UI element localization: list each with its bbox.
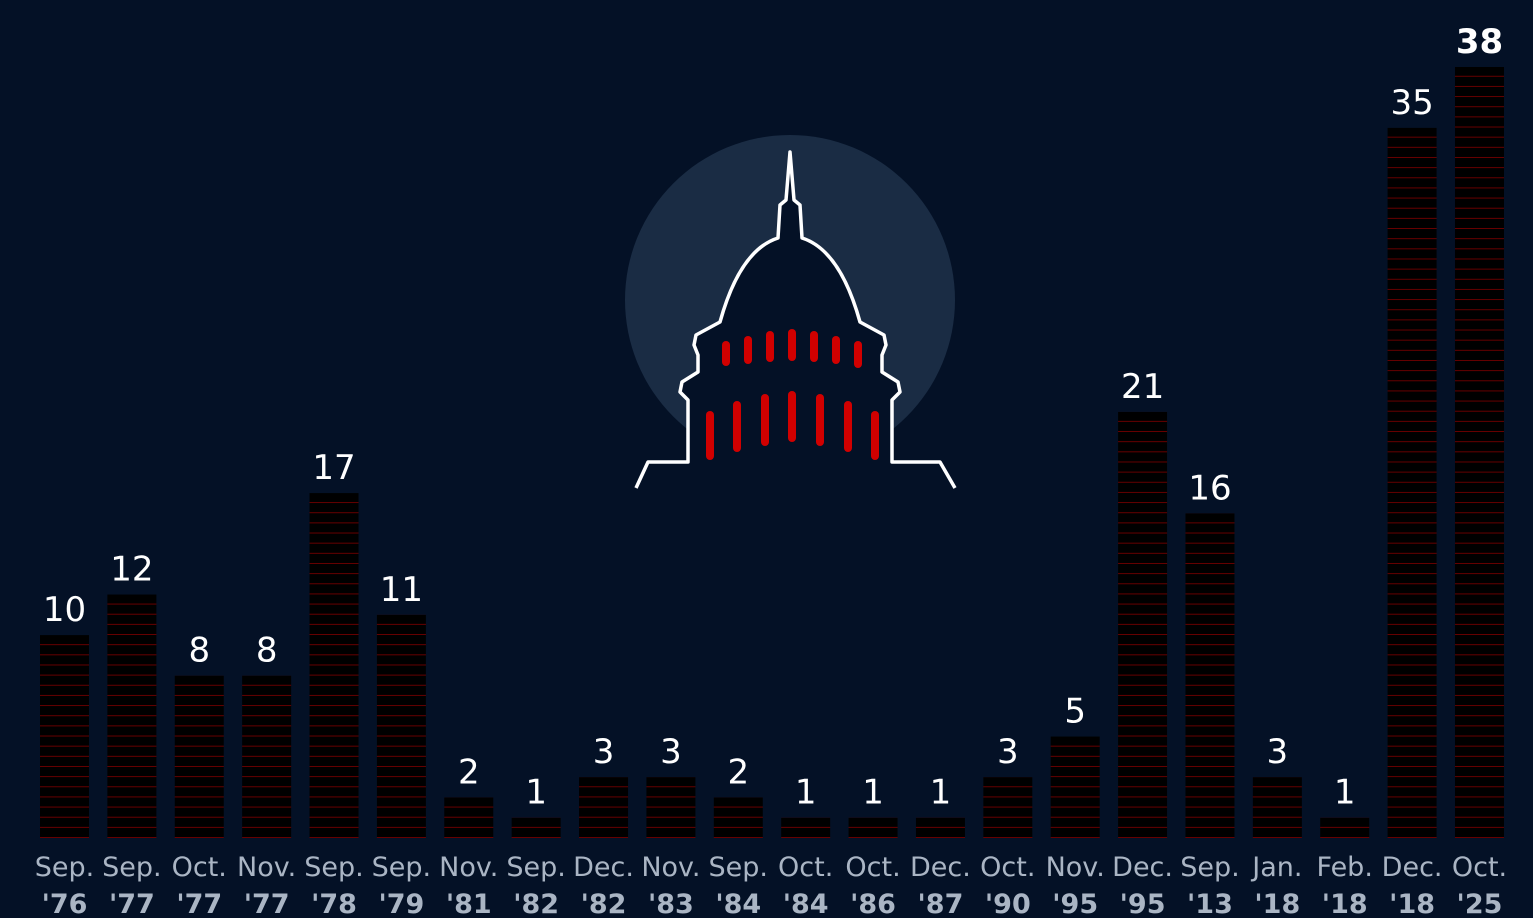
x-tick-label: '77 bbox=[244, 889, 290, 918]
x-tick-label: '13 bbox=[1187, 889, 1233, 918]
x-tick-label: Sep. bbox=[35, 852, 94, 883]
x-tick-label: '76 bbox=[42, 889, 88, 918]
x-tick-label: Nov. bbox=[1046, 852, 1105, 883]
value-label: 35 bbox=[1390, 83, 1433, 123]
value-label: 1 bbox=[862, 773, 884, 813]
value-label: 2 bbox=[727, 752, 749, 792]
bar bbox=[377, 615, 426, 838]
value-label: 16 bbox=[1188, 468, 1231, 508]
bar bbox=[714, 797, 763, 838]
bar bbox=[1185, 513, 1234, 838]
x-tick-label: Jan. bbox=[1250, 852, 1302, 883]
value-label: 17 bbox=[312, 448, 355, 488]
value-label: 1 bbox=[930, 773, 952, 813]
x-tick-label: '18 bbox=[1389, 889, 1435, 918]
bar bbox=[444, 797, 493, 838]
value-label: 1 bbox=[525, 773, 547, 813]
value-label: 12 bbox=[110, 550, 153, 590]
x-tick-label: '18 bbox=[1254, 889, 1300, 918]
x-tick-label: '77 bbox=[176, 889, 222, 918]
value-label: 10 bbox=[43, 590, 86, 630]
x-tick-label: Dec. bbox=[910, 852, 971, 883]
x-tick-label: '25 bbox=[1457, 889, 1503, 918]
value-label: 2 bbox=[458, 752, 480, 792]
value-label: 1 bbox=[795, 773, 817, 813]
x-tick-label: '86 bbox=[850, 889, 896, 918]
bar bbox=[512, 818, 561, 838]
page: 10Sep.'7612Sep.'778Oct.'778Nov.'7717Sep.… bbox=[0, 0, 1533, 918]
x-tick-label: Oct. bbox=[845, 852, 900, 883]
bar bbox=[1455, 67, 1504, 838]
bar bbox=[40, 635, 89, 838]
x-tick-label: Dec. bbox=[573, 852, 634, 883]
value-label: 1 bbox=[1334, 773, 1356, 813]
bar bbox=[1051, 737, 1100, 838]
x-tick-label: Feb. bbox=[1317, 852, 1373, 883]
bar bbox=[849, 818, 898, 838]
bar bbox=[781, 818, 830, 838]
x-tick-label: '84 bbox=[715, 889, 761, 918]
x-tick-label: Nov. bbox=[641, 852, 700, 883]
x-tick-label: Dec. bbox=[1112, 852, 1173, 883]
x-tick-label: Dec. bbox=[1382, 852, 1443, 883]
x-tick-label: '95 bbox=[1120, 889, 1166, 918]
value-label: 8 bbox=[256, 631, 278, 671]
value-label: 38 bbox=[1456, 22, 1503, 62]
value-label: 3 bbox=[1267, 732, 1289, 772]
x-tick-label: '18 bbox=[1322, 889, 1368, 918]
x-tick-label: '78 bbox=[311, 889, 357, 918]
bar bbox=[310, 493, 359, 838]
bar bbox=[1388, 128, 1437, 838]
x-tick-label: Sep. bbox=[1180, 852, 1239, 883]
bar bbox=[1118, 412, 1167, 838]
x-tick-label: Oct. bbox=[1452, 852, 1507, 883]
x-tick-label: Oct. bbox=[980, 852, 1035, 883]
x-tick-label: Sep. bbox=[506, 852, 565, 883]
x-tick-label: '77 bbox=[109, 889, 155, 918]
bar bbox=[107, 595, 156, 838]
x-tick-label: '79 bbox=[378, 889, 424, 918]
value-label: 3 bbox=[997, 732, 1019, 772]
x-tick-label: '95 bbox=[1052, 889, 1098, 918]
bar bbox=[242, 676, 291, 838]
x-tick-label: '87 bbox=[918, 889, 964, 918]
value-label: 21 bbox=[1121, 367, 1164, 407]
x-tick-label: Nov. bbox=[237, 852, 296, 883]
x-tick-label: '83 bbox=[648, 889, 694, 918]
x-tick-label: Oct. bbox=[778, 852, 833, 883]
bar bbox=[916, 818, 965, 838]
x-tick-label: '90 bbox=[985, 889, 1031, 918]
x-tick-label: Nov. bbox=[439, 852, 498, 883]
x-tick-label: Sep. bbox=[709, 852, 768, 883]
x-tick-label: Sep. bbox=[304, 852, 363, 883]
bar bbox=[983, 777, 1032, 838]
x-tick-label: Oct. bbox=[172, 852, 227, 883]
value-label: 8 bbox=[188, 631, 210, 671]
value-label: 11 bbox=[380, 570, 423, 610]
x-tick-label: '84 bbox=[783, 889, 829, 918]
x-tick-label: Sep. bbox=[372, 852, 431, 883]
x-tick-label: '82 bbox=[581, 889, 627, 918]
bar bbox=[646, 777, 695, 838]
x-tick-label: '82 bbox=[513, 889, 559, 918]
chart: 10Sep.'7612Sep.'778Oct.'778Nov.'7717Sep.… bbox=[0, 0, 1533, 918]
value-label: 3 bbox=[660, 732, 682, 772]
x-tick-label: Sep. bbox=[102, 852, 161, 883]
bar bbox=[579, 777, 628, 838]
x-tick-label: '81 bbox=[446, 889, 492, 918]
value-label: 3 bbox=[593, 732, 615, 772]
bar bbox=[175, 676, 224, 838]
bar bbox=[1253, 777, 1302, 838]
value-label: 5 bbox=[1064, 692, 1086, 732]
bar bbox=[1320, 818, 1369, 838]
